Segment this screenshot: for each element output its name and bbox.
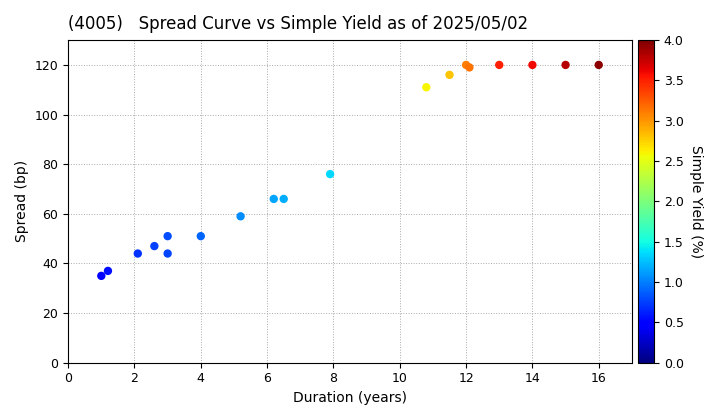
- Point: [268, 196, 279, 202]
- Point: [195, 233, 207, 239]
- Point: [102, 268, 114, 274]
- Point: [325, 171, 336, 178]
- Point: [560, 62, 572, 68]
- Point: [460, 62, 472, 68]
- Point: [278, 196, 289, 202]
- Point: [162, 250, 174, 257]
- Point: [96, 273, 107, 279]
- Y-axis label: Spread (bp): Spread (bp): [15, 160, 29, 242]
- Point: [162, 233, 174, 239]
- Point: [420, 84, 432, 91]
- Point: [132, 250, 143, 257]
- Point: [493, 62, 505, 68]
- Point: [444, 71, 455, 78]
- X-axis label: Duration (years): Duration (years): [293, 391, 407, 405]
- Point: [526, 62, 538, 68]
- Y-axis label: Simple Yield (%): Simple Yield (%): [689, 145, 703, 258]
- Point: [464, 64, 475, 71]
- Point: [593, 62, 605, 68]
- Text: (4005)   Spread Curve vs Simple Yield as of 2025/05/02: (4005) Spread Curve vs Simple Yield as o…: [68, 15, 528, 33]
- Point: [235, 213, 246, 220]
- Point: [148, 243, 160, 249]
